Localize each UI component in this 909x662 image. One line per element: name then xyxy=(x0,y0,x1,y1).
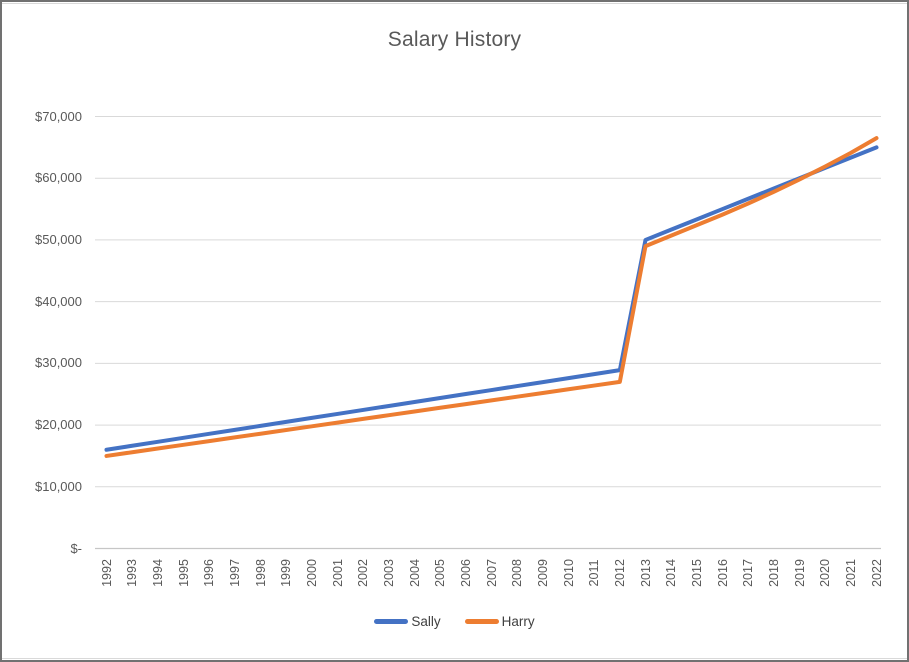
y-tick-label: $60,000 xyxy=(35,170,82,186)
x-tick-label: 2022 xyxy=(869,559,884,587)
x-tick-label: 2008 xyxy=(510,559,525,587)
harry-line-swatch xyxy=(464,619,499,624)
x-tick-label: 2000 xyxy=(304,559,319,587)
legend-item-harry: Harry xyxy=(464,614,535,629)
y-tick-label: $- xyxy=(70,540,82,556)
y-tick-label: $20,000 xyxy=(35,417,82,433)
x-tick-label: 1995 xyxy=(176,559,191,587)
x-tick-label: 2015 xyxy=(689,559,704,587)
y-tick-label: $70,000 xyxy=(35,108,82,124)
sally-series-line xyxy=(104,145,879,452)
legend-item-sally: Sally xyxy=(374,614,441,629)
x-tick-label: 2010 xyxy=(561,559,576,587)
x-tick-label: 1996 xyxy=(202,559,217,587)
legend: Sally Harry xyxy=(2,614,907,629)
x-tick-label: 1999 xyxy=(279,559,294,587)
x-tick-label: 2014 xyxy=(664,559,679,587)
x-tick-label: 1992 xyxy=(99,559,114,587)
x-tick-label: 2012 xyxy=(612,559,627,587)
x-tick-label: 2001 xyxy=(330,559,345,587)
x-tick-label: 1997 xyxy=(227,559,242,587)
y-tick-label: $10,000 xyxy=(35,478,82,494)
x-tick-label: 2005 xyxy=(433,559,448,587)
x-tick-label: 2021 xyxy=(843,559,858,587)
x-tick-label: 1994 xyxy=(150,559,165,587)
x-tick-label: 2009 xyxy=(535,559,550,587)
x-tick-label: 2019 xyxy=(792,559,807,587)
chart-title: Salary History xyxy=(387,28,522,51)
x-tick-label: 2017 xyxy=(741,559,756,587)
legend-label-sally: Sally xyxy=(411,614,441,629)
x-tick-label: 1998 xyxy=(253,559,268,587)
legend-label-harry: Harry xyxy=(501,614,535,629)
x-tick-label: 2020 xyxy=(818,559,833,587)
x-tick-label: 2003 xyxy=(381,559,396,587)
x-tick-label: 1993 xyxy=(125,559,140,587)
y-tick-label: $40,000 xyxy=(35,293,82,309)
harry-series-line xyxy=(104,136,879,458)
x-tick-label: 2018 xyxy=(766,559,781,587)
x-tick-label: 2004 xyxy=(407,559,422,587)
y-tick-label: $30,000 xyxy=(35,355,82,371)
x-tick-label: 2013 xyxy=(638,559,653,587)
x-tick-label: 2007 xyxy=(484,559,499,587)
sally-line-swatch xyxy=(374,619,409,624)
x-tick-label: 2002 xyxy=(356,559,371,587)
x-tick-label: 2011 xyxy=(587,559,602,587)
x-tick-label: 2016 xyxy=(715,559,730,587)
y-tick-label: $50,000 xyxy=(35,231,82,247)
x-tick-label: 2006 xyxy=(458,559,473,587)
